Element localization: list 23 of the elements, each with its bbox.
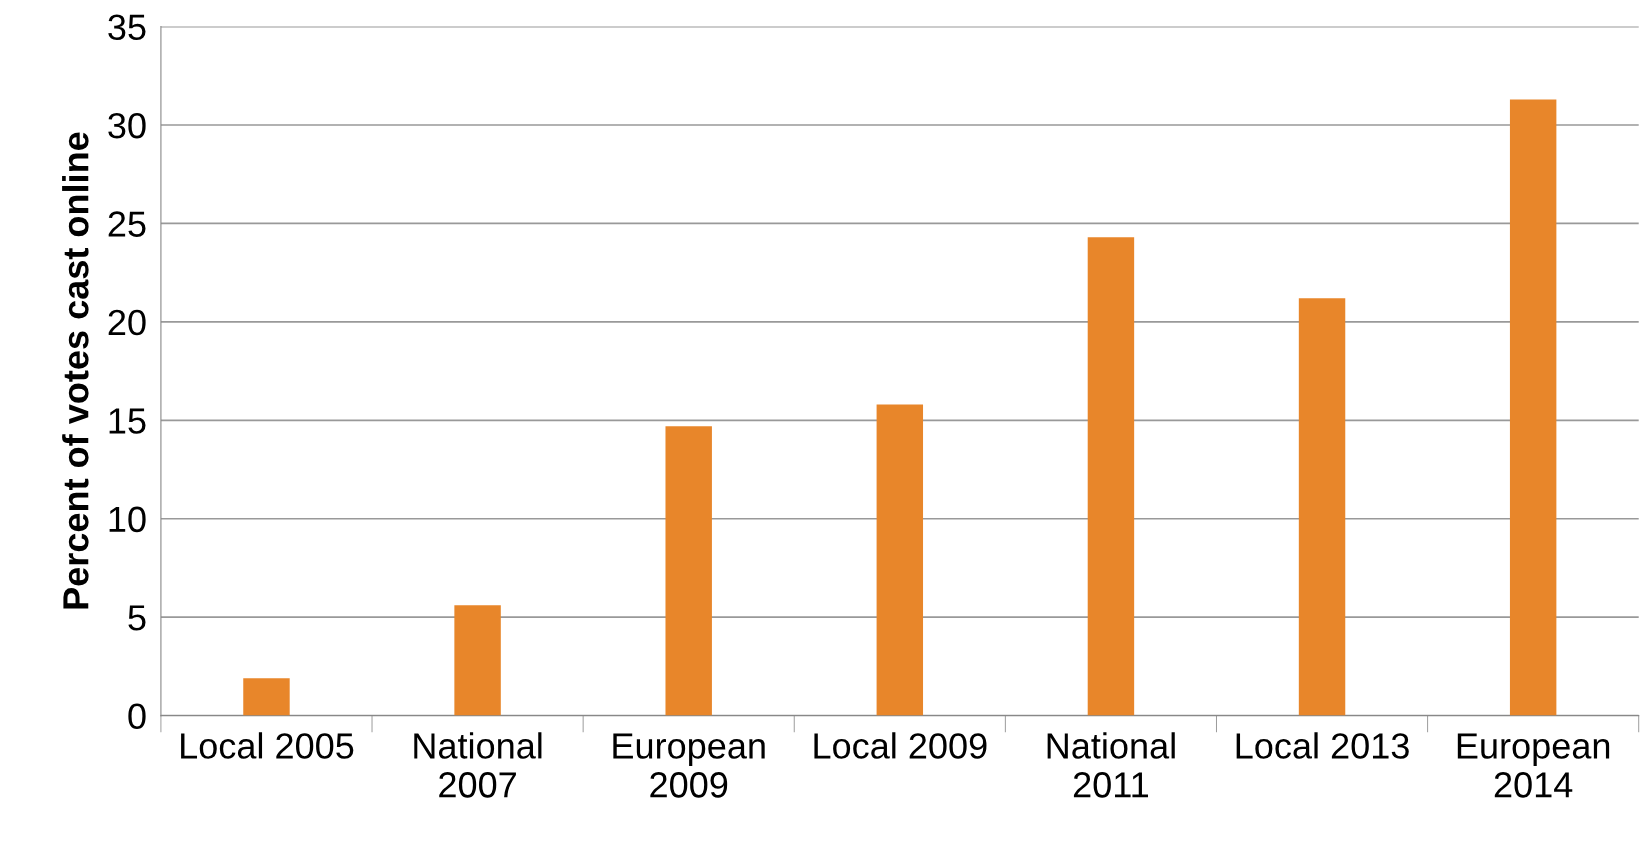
bar: [876, 404, 924, 716]
x-tick-label: European 2014: [1457, 733, 1610, 798]
y-tick-label: 5: [128, 605, 146, 631]
bar: [454, 605, 501, 716]
y-tick-label: 30: [108, 112, 146, 139]
bar: [1087, 237, 1135, 716]
y-tick-label: 35: [108, 14, 146, 41]
bar: [1509, 99, 1557, 716]
x-tick-label: Local 2009: [814, 732, 987, 759]
y-tick-label: 25: [108, 211, 146, 237]
bar: [243, 678, 290, 716]
bar: [1298, 298, 1346, 716]
x-tick-label: National 2011: [1047, 732, 1175, 798]
y-tick-label: 10: [109, 506, 146, 533]
y-tick-label: 15: [109, 408, 146, 434]
y-axis-title: Percent of votes cast online: [62, 132, 89, 609]
x-tick-label: European 2009: [613, 733, 765, 798]
x-tick-label: Local 2005: [181, 732, 354, 759]
x-tick-label: National 2007: [414, 732, 542, 798]
y-tick-label: 0: [128, 703, 146, 730]
x-tick-label: Local 2013: [1236, 732, 1409, 759]
bar: [665, 426, 712, 716]
y-tick-label: 20: [108, 309, 146, 336]
